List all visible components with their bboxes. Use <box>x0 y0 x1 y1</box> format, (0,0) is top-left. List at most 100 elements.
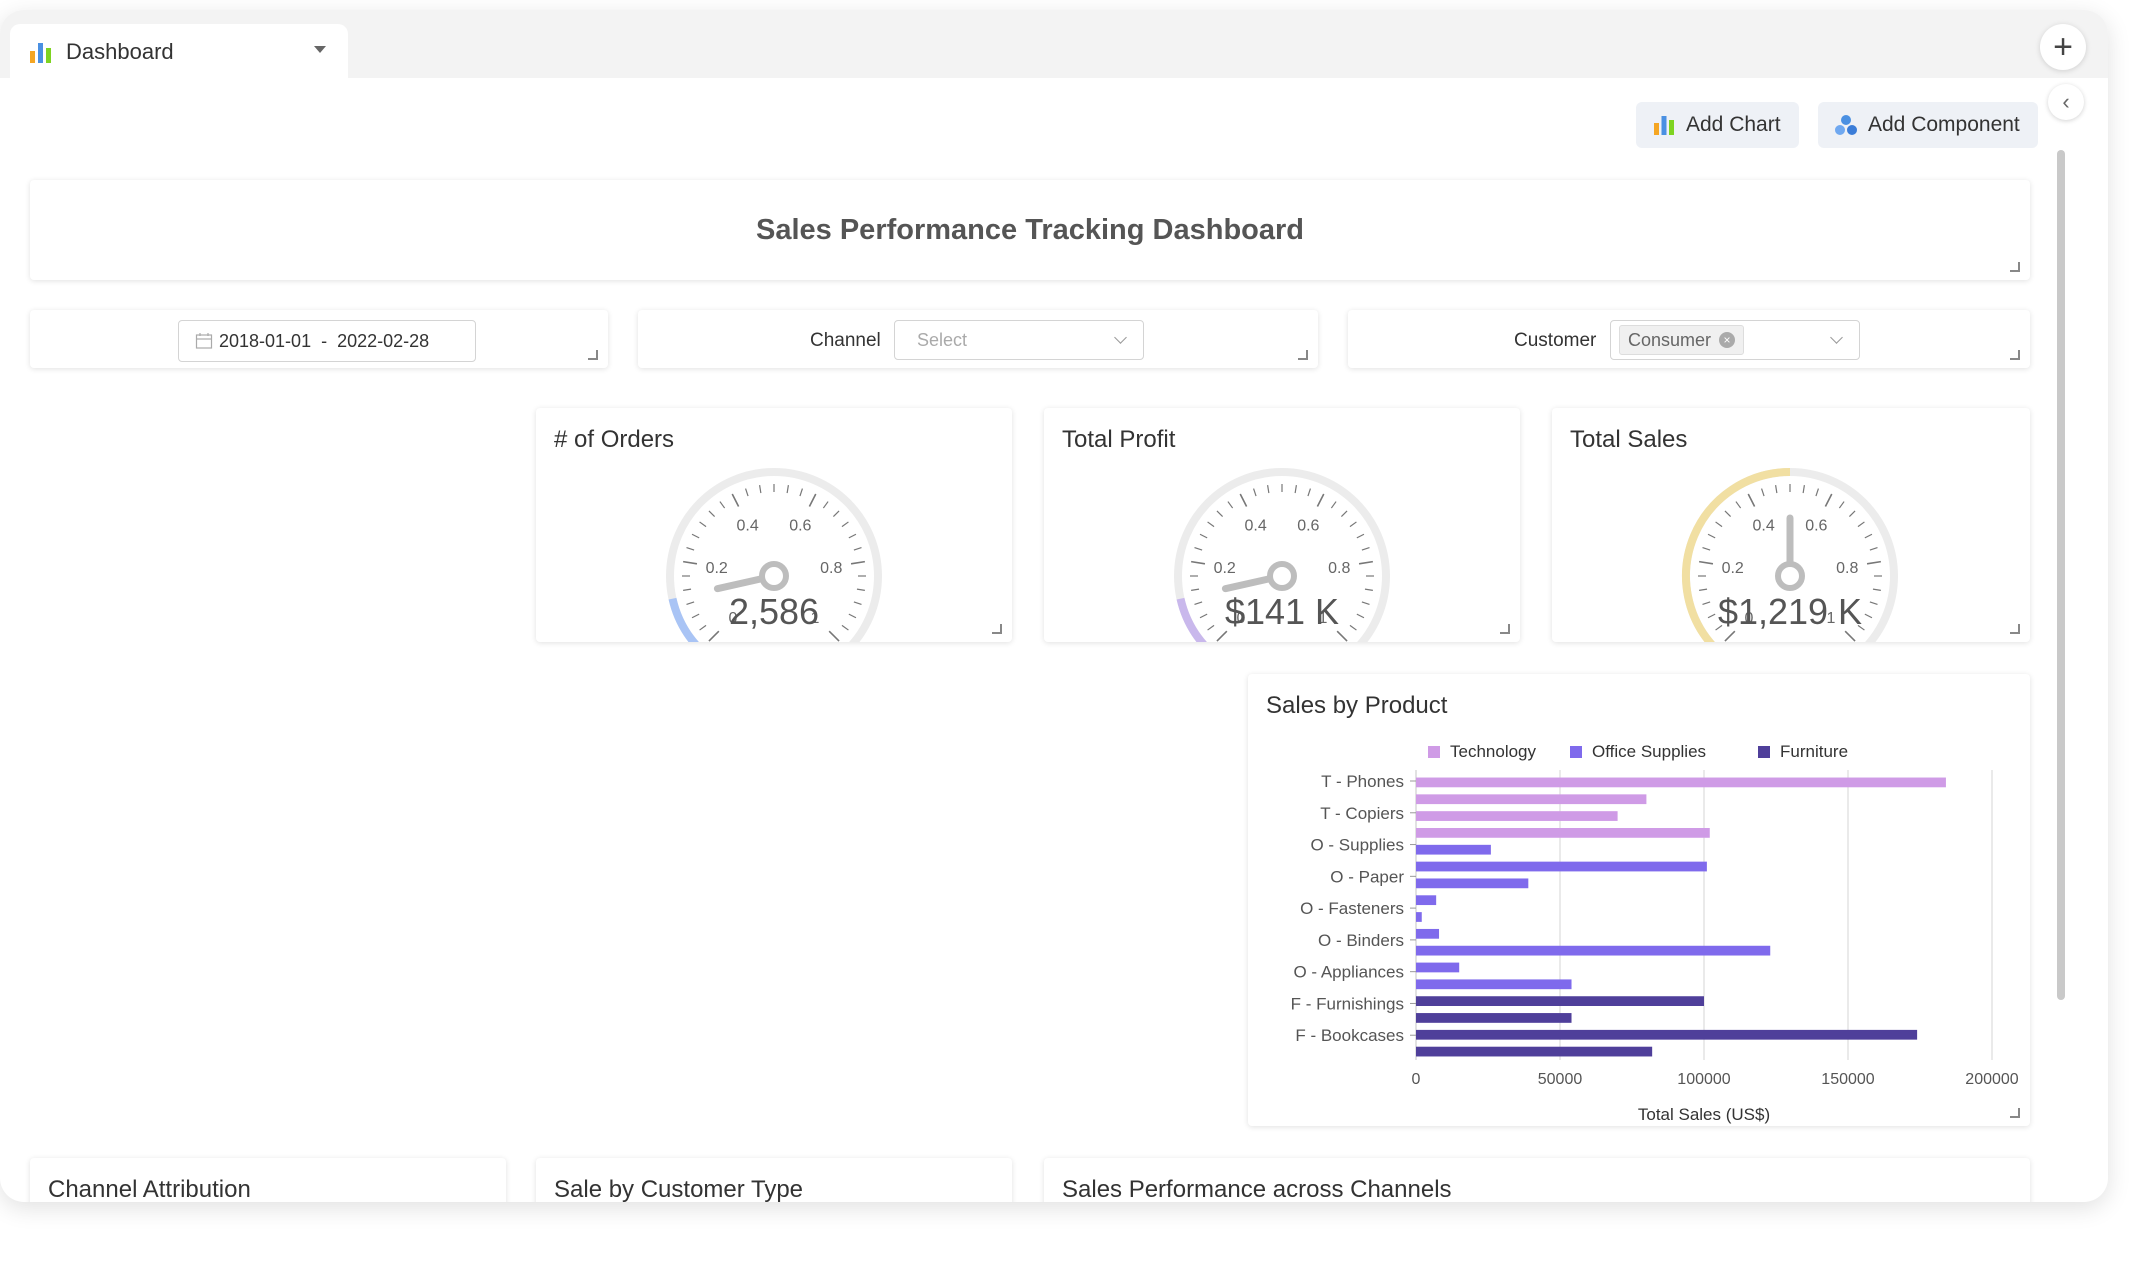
gauge-tick-label: 1 <box>811 610 820 627</box>
add-chart-label: Add Chart <box>1686 113 1781 136</box>
orders-gauge: 0 0.2 0.4 0.6 0.8 12,586 <box>666 468 882 642</box>
y-tick-label: F - Bookcases <box>1295 1026 1404 1045</box>
gauge-tick <box>1869 601 1878 606</box>
gauge-value: 2,586 <box>729 591 819 632</box>
plus-icon[interactable]: + <box>2040 24 2086 70</box>
gauge-tick <box>708 630 720 642</box>
gauge-tick <box>822 501 829 509</box>
gauge-tick <box>1294 485 1297 494</box>
gauge-tick <box>1349 521 1357 528</box>
gauge-tick <box>850 560 865 565</box>
resize-handle[interactable] <box>2010 624 2020 634</box>
sales-gauge: 0 0.2 0.4 0.6 0.8 1$1,219 K <box>1682 468 1898 642</box>
gauge-tick-label: 0.4 <box>737 517 759 534</box>
gauge-tick <box>1216 510 1224 518</box>
add-component-button[interactable]: Add Component <box>1818 102 2038 148</box>
gauge-tick <box>1191 560 1206 565</box>
caret-down-icon[interactable] <box>314 46 326 53</box>
resize-handle[interactable] <box>1500 624 1510 634</box>
gauge-title: Total Profit <box>1062 426 1176 453</box>
resize-handle[interactable] <box>2010 262 2020 272</box>
gauge-tick <box>1707 533 1716 539</box>
customer-filter-card: Customer Consumer × <box>1348 310 2030 368</box>
date-separator: - <box>321 330 328 351</box>
vertical-scrollbar[interactable] <box>2057 150 2065 1000</box>
gauge-tick <box>691 613 700 619</box>
gauge-tick <box>1715 521 1723 528</box>
gauge-tick-label: 1 <box>1319 610 1328 627</box>
tab-dashboard[interactable]: Dashboard <box>10 24 348 80</box>
channel-select[interactable]: Select <box>894 320 1144 360</box>
bar <box>1416 794 1647 805</box>
gauge-tick-label: 0.6 <box>789 517 811 534</box>
gauge-tick <box>708 510 716 518</box>
gauge-tick <box>853 546 862 551</box>
sales-by-product-card: Sales by Product Technology Office Suppli… <box>1248 674 2030 1126</box>
date-filter-card: 2018-01-01 - 2022-02-28 <box>30 310 608 368</box>
gauge-tick <box>1747 493 1756 507</box>
gauge-tick <box>1864 613 1873 619</box>
resize-handle[interactable] <box>2010 350 2020 360</box>
date-range-picker[interactable]: 2018-01-01 - 2022-02-28 <box>178 320 476 362</box>
bar <box>1416 945 1771 956</box>
gauge-tick <box>1702 546 1711 551</box>
gauge-tick <box>1252 488 1257 497</box>
gauge-tick <box>1838 501 1845 509</box>
gauge-pivot <box>1267 561 1297 591</box>
gauge-tick-label: 0.2 <box>706 560 728 577</box>
gauge-tick-label: 0.2 <box>1722 560 1744 577</box>
resize-handle[interactable] <box>1298 350 1308 360</box>
resize-handle[interactable] <box>588 350 598 360</box>
gauge-tick <box>1866 560 1881 565</box>
resize-handle[interactable] <box>2010 1108 2020 1118</box>
channel-label: Channel <box>810 330 881 351</box>
gauge-title: # of Orders <box>554 426 675 453</box>
bar-chart-icon <box>30 43 51 63</box>
y-tick-label: T - Copiers <box>1320 804 1404 823</box>
legend-swatch <box>1428 746 1440 758</box>
gauge-tick <box>1715 624 1723 631</box>
bar <box>1416 1046 1653 1057</box>
gauge-tick-label: 0.8 <box>1328 560 1350 577</box>
gauge-tick <box>1848 510 1856 518</box>
gauge-tick <box>848 613 857 619</box>
gauge-tick <box>1307 488 1312 497</box>
gauge-tick <box>683 588 692 591</box>
close-icon[interactable]: × <box>1719 332 1736 348</box>
bar <box>1416 1013 1572 1023</box>
customer-type-card: Sale by Customer Type <box>536 1158 1012 1202</box>
gauge-tick <box>1699 588 1708 591</box>
gauge-tick <box>1194 601 1203 606</box>
gauge-pivot <box>759 561 789 591</box>
card-title: Channel Attribution <box>48 1176 251 1202</box>
gauge-tick <box>691 533 700 539</box>
gauge-tick <box>1239 493 1248 507</box>
gauge-tick <box>1864 533 1873 539</box>
gauge-tick <box>786 485 789 494</box>
card-title: Sale by Customer Type <box>554 1176 804 1202</box>
components-icon <box>1835 115 1857 135</box>
resize-handle[interactable] <box>992 624 1002 634</box>
gauge-tick <box>1361 546 1370 551</box>
customer-select[interactable]: Consumer × <box>1610 320 1860 360</box>
chevron-left-icon[interactable]: ‹ <box>2048 84 2084 120</box>
add-chart-button[interactable]: Add Chart <box>1636 102 1799 148</box>
dashboard-title-card: Sales Performance Tracking Dashboard <box>30 180 2030 280</box>
gauge-progress <box>1682 468 1791 642</box>
legend-label: Technology <box>1450 742 1537 761</box>
gauge-tick-label: 0.8 <box>1836 560 1858 577</box>
gauge-tick <box>1699 560 1714 565</box>
date-start: 2018-01-01 <box>219 330 312 351</box>
gauge-tick <box>808 493 817 507</box>
gauge-tick <box>686 601 695 606</box>
customer-label: Customer <box>1514 330 1597 351</box>
profit-gauge: 0 0.2 0.4 0.6 0.8 1$141 K <box>1174 468 1390 642</box>
y-tick-label: T - Phones <box>1321 772 1404 791</box>
gauge-tick <box>1356 533 1365 539</box>
customer-tag-label: Consumer <box>1628 329 1712 350</box>
gauge-tick-label: 1 <box>1827 610 1836 627</box>
gauge-tick <box>1356 613 1365 619</box>
add-component-label: Add Component <box>1868 113 2020 136</box>
gauge-tick <box>759 485 762 494</box>
channel-performance-card: Sales Performance across Channels <box>1044 1158 2030 1202</box>
